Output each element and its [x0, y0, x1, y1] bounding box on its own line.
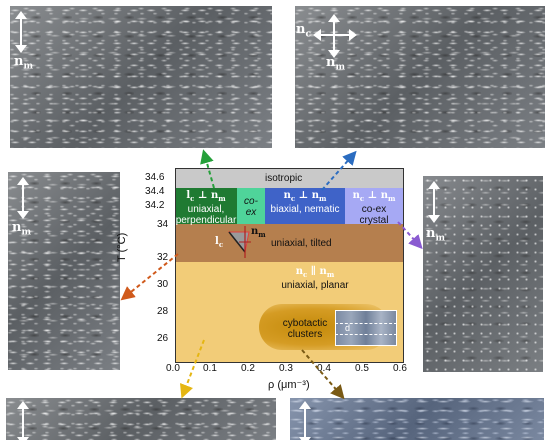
label-tilted: uniaxial, tilted	[271, 238, 332, 249]
arrow-orange	[120, 253, 179, 301]
x-tick-label: 0.2	[241, 363, 255, 374]
director-label-nm: nm	[326, 55, 345, 73]
micrograph-top-right	[295, 6, 545, 148]
director-arrow-icon	[17, 177, 29, 219]
region-tilted	[175, 224, 403, 262]
director-arrow-icon	[428, 181, 440, 223]
x-tick-label: 0.5	[355, 363, 369, 374]
inset-layer-line	[335, 334, 397, 335]
label-cybotactic: cybotactic clusters	[282, 318, 328, 340]
y-tick-label: 30	[157, 279, 169, 290]
y-tick-label: 34.2	[145, 200, 165, 211]
arrow-brown	[301, 349, 345, 400]
label-biaxial-nematic: nc ⊥ nm biaxial, nematic	[270, 190, 340, 215]
region-biaxial-nematic	[265, 188, 345, 224]
region-coex	[237, 188, 265, 224]
label-planar: nc ∥ nm uniaxial, planar	[281, 266, 349, 291]
arrow-yellow	[179, 339, 205, 399]
x-axis-title: ρ (μm⁻³)	[268, 379, 310, 391]
director-label-nm: nm	[426, 226, 445, 244]
y-tick-label: 32	[157, 252, 169, 263]
y-tick-label: 34.4	[145, 186, 165, 197]
y-tick-label: 26	[157, 333, 169, 344]
micrograph-mid-left	[8, 172, 120, 370]
director-label-nc: nc	[296, 22, 311, 40]
tilt-nm-label: nm	[251, 226, 266, 239]
y-tick-label: 34.6	[145, 172, 165, 183]
phase-diagram: d lc nm isotropic lc ⊥ nm uniaxial, perpe…	[175, 168, 403, 362]
director-label-nm: nm	[12, 220, 31, 238]
micrograph-bottom-right	[290, 398, 544, 440]
label-isotropic: isotropic	[265, 173, 303, 184]
director-arrow-icon	[328, 14, 340, 58]
arrow-blue	[321, 150, 357, 191]
x-tick-label: 0.3	[279, 363, 293, 374]
plot-frame	[175, 168, 404, 363]
inset-layer-line	[335, 323, 397, 324]
director-label-nm: nm	[14, 54, 33, 72]
director-arrow-icon	[313, 29, 357, 41]
micrograph-bottom-left	[6, 398, 276, 440]
x-tick-label: 0.0	[166, 363, 180, 374]
cybotactic-inset	[335, 310, 397, 346]
region-isotropic	[175, 168, 403, 188]
y-tick-label: 28	[157, 306, 169, 317]
label-coex: co-ex	[244, 196, 258, 218]
micrograph-top-left	[10, 6, 272, 148]
label-coex-crystal: nc ⊥ nm co-ex crystal	[352, 190, 396, 226]
arrow-green	[200, 149, 215, 189]
director-arrow-icon	[15, 11, 27, 53]
inset-spacing-label: d	[345, 323, 351, 333]
x-tick-label: 0.1	[203, 363, 217, 374]
x-tick-label: 0.6	[393, 363, 407, 374]
region-coex-crystal	[345, 188, 403, 224]
tilt-schematic-icon	[227, 226, 251, 258]
tilt-lc-label: lc	[215, 236, 224, 249]
y-tick-label: 34	[157, 219, 169, 230]
arrow-purple	[397, 221, 423, 250]
label-perpendicular: lc ⊥ nm uniaxial, perpendicular	[175, 190, 237, 226]
region-perpendicular	[175, 188, 237, 224]
micrograph-mid-right	[423, 176, 543, 372]
x-tick-label: 0.4	[317, 363, 331, 374]
